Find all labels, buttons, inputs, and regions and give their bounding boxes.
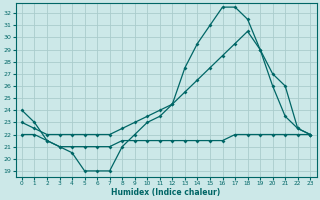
X-axis label: Humidex (Indice chaleur): Humidex (Indice chaleur)	[111, 188, 221, 197]
